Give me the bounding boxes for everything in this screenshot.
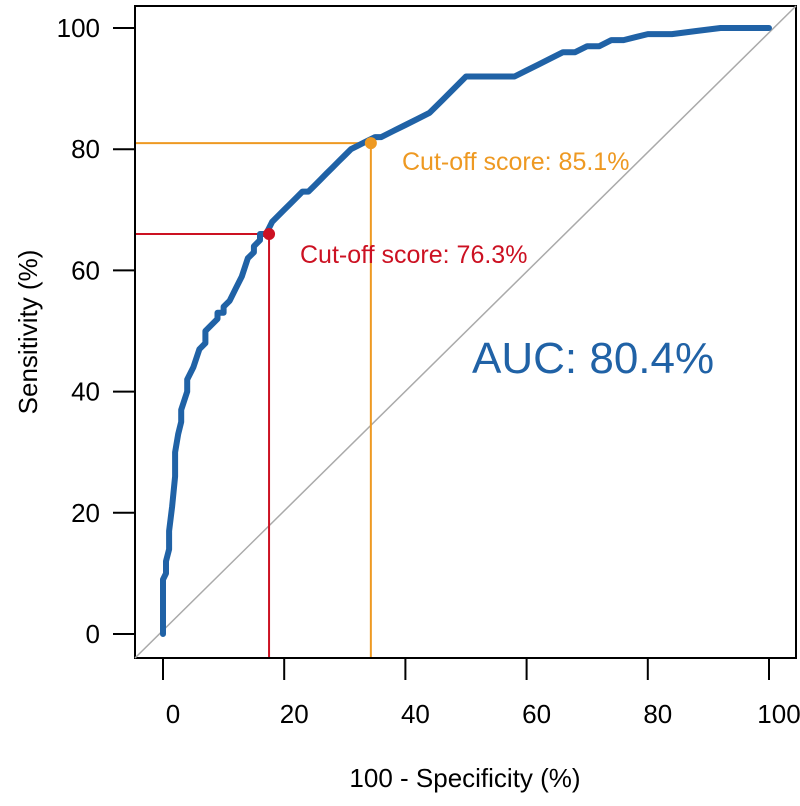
x-tick-label: 0	[166, 699, 180, 729]
roc-curve	[160, 25, 772, 637]
x-axis: 0 20 40 60 80 100	[162, 657, 800, 729]
y-tick-label: 60	[71, 255, 100, 285]
cutoff-label-orange: Cut-off score: 85.1%	[402, 148, 629, 176]
x-axis-title: 100 - Specificity (%)	[349, 763, 580, 793]
y-axis: 0 20 40 60 80 100	[57, 13, 136, 649]
reference-diagonal	[134, 5, 797, 659]
y-tick-label: 100	[57, 13, 100, 43]
y-tick-label: 80	[71, 134, 100, 164]
x-tick-label: 20	[280, 699, 309, 729]
x-tick-label: 80	[643, 699, 672, 729]
y-tick-label: 40	[71, 377, 100, 407]
y-axis-title: Sensitivity (%)	[13, 250, 43, 415]
y-tick-label: 20	[71, 498, 100, 528]
cutoff-label-red: Cut-off score: 76.3%	[300, 241, 527, 269]
x-tick-label: 100	[757, 699, 800, 729]
cutoff-point-1	[364, 137, 377, 150]
cutoff-point-0	[263, 228, 276, 241]
auc-annotation: AUC: 80.4%	[472, 334, 714, 383]
x-tick-label: 40	[401, 699, 430, 729]
x-tick-label: 60	[522, 699, 551, 729]
y-tick-label: 0	[86, 619, 100, 649]
